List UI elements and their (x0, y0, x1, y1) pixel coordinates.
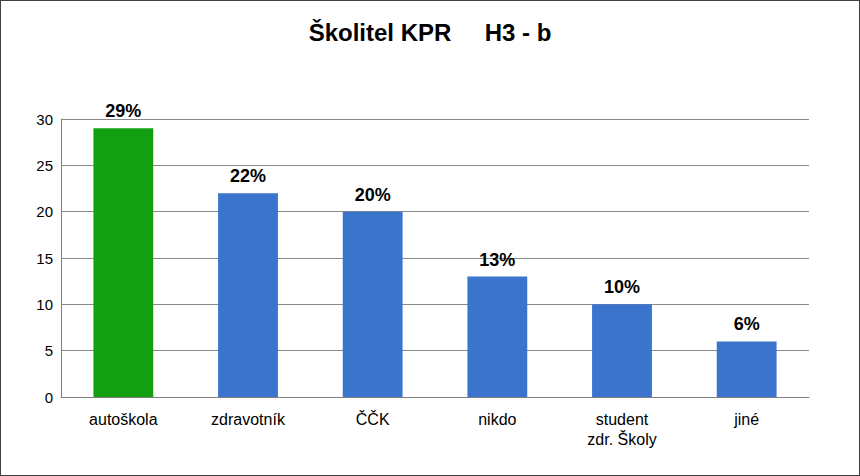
svg-text:20: 20 (36, 203, 53, 220)
svg-text:zdravotník: zdravotník (211, 411, 286, 428)
svg-text:25: 25 (36, 157, 53, 174)
svg-text:10%: 10% (604, 277, 640, 297)
svg-text:jiné: jiné (733, 411, 759, 428)
svg-text:6%: 6% (734, 314, 760, 334)
svg-text:20%: 20% (355, 185, 391, 205)
svg-text:zdr. Školy: zdr. Školy (587, 430, 656, 448)
svg-text:13%: 13% (479, 250, 515, 270)
svg-text:ČČK: ČČK (356, 410, 390, 428)
svg-text:autoškola: autoškola (89, 411, 158, 428)
svg-text:15: 15 (36, 250, 53, 267)
svg-text:5: 5 (45, 342, 53, 359)
svg-text:Školitel KPR H3 - b: Školitel KPR H3 - b (309, 19, 552, 46)
svg-text:10: 10 (36, 296, 53, 313)
svg-text:nikdo: nikdo (478, 411, 516, 428)
svg-text:student: student (596, 411, 649, 428)
svg-text:29%: 29% (105, 101, 141, 121)
svg-text:30: 30 (36, 111, 53, 128)
svg-text:0: 0 (45, 389, 53, 406)
svg-text:22%: 22% (230, 166, 266, 186)
